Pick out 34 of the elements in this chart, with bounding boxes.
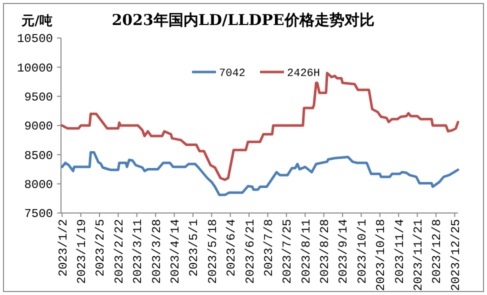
x-tick-label: 2023/1/19 (74, 219, 89, 284)
x-tick-label: 2023/3/28 (150, 219, 164, 284)
x-tick-label: 2023/2/5 (94, 219, 108, 277)
x-tick-label: 2023/1/2 (56, 219, 70, 277)
y-tick-label: 9500 (24, 90, 53, 105)
x-tick-label: 2023/5/18 (206, 219, 220, 284)
x-tick-label: 2023/8/11 (299, 219, 314, 284)
x-tick-label: 2023/5/1 (187, 219, 202, 277)
x-tick-label: 2023/7/25 (280, 219, 295, 284)
x-tick-label: 2023/9/14 (336, 219, 351, 284)
x-tick-label: 2023/6/21 (243, 219, 258, 284)
y-tick-label: 10500 (16, 32, 53, 46)
y-tick-label: 10000 (16, 61, 53, 76)
x-tick-label: 2023/11/21 (412, 219, 426, 292)
x-tick-label: 2023/10/18 (374, 219, 388, 292)
x-tick-label: 2023/8/28 (318, 219, 332, 284)
x-tick-label: 2023/12/8 (430, 219, 444, 284)
y-axis-title: 元/吨 (20, 14, 52, 29)
x-tick-label: 2023/2/22 (112, 219, 126, 284)
y-tick-label: 8500 (24, 148, 53, 163)
x-tick-label: 2023/11/4 (392, 219, 407, 284)
x-tick-label: 2023/10/1 (355, 219, 370, 284)
line-series (60, 151, 460, 196)
chart-title: 2023年国内LD/LLDPE价格走势对比 (112, 11, 374, 29)
legend-label: 7042 (219, 68, 246, 80)
x-tick-label: 2023/6/4 (224, 219, 239, 277)
x-tick-label: 2023/4/14 (168, 219, 182, 284)
legend-label: 2426H (287, 68, 320, 80)
y-tick-label: 8000 (24, 178, 53, 192)
y-tick-label: 7500 (24, 207, 53, 222)
x-tick-label: 2023/3/11 (131, 219, 146, 284)
y-tick-label: 9000 (24, 120, 53, 134)
x-tick-label: 2023/12/25 (448, 219, 463, 292)
x-tick-label: 2023/7/8 (262, 219, 276, 277)
